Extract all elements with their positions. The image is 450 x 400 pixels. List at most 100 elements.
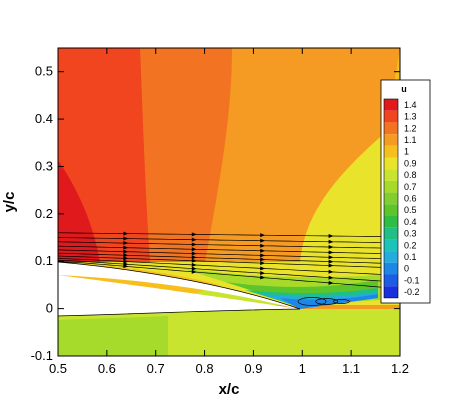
y-tick-label: 0.3 [35,158,53,173]
streamline-arrow [260,238,266,243]
streamline-arrow [260,248,266,253]
legend-level-label: 0.3 [404,229,417,239]
legend-swatch [384,227,398,240]
streamline-arrow [191,232,197,237]
legend-level-label: 1.2 [404,123,417,133]
legend-swatch [384,134,398,146]
x-tick-label: 1 [299,361,306,376]
streamline [58,237,400,244]
streamline-arrow [328,245,334,250]
legend-bar-frame [383,98,399,299]
legend-swatch [384,239,398,252]
streamline-arrow [328,233,334,238]
legend-level-label: 1.4 [404,100,417,110]
y-tick-label: 0.2 [35,206,53,221]
x-axis-ticks: 0.5 0.6 0.7 0.8 0.9 1 1.1 1.2 [49,48,409,376]
legend-level-label: 0.9 [404,158,417,168]
x-tick-label: 1.2 [391,361,409,376]
streamline-arrow [191,251,197,256]
legend-level-label: -0.1 [404,275,420,285]
x-tick-label: 0.9 [244,361,262,376]
legend-level-label: 1.1 [404,135,417,145]
legend-swatch [384,216,398,228]
y-tick-label: 0 [46,301,53,316]
legend-swatch [384,110,398,123]
legend-swatch [384,251,398,263]
recirculation-streamline [297,297,327,306]
streamline [58,255,400,269]
legend-swatch [384,180,398,193]
y-tick-label: 0.5 [35,64,53,79]
legend-swatch [384,169,398,181]
streamline-arrow [123,249,129,254]
legend-swatch [384,286,398,298]
streamline-arrow [328,239,334,244]
streamline-arrow [191,242,197,247]
x-axis-label: x/c [219,381,240,398]
streamline-arrow [191,269,197,274]
streamline-arrow [191,258,197,263]
legend-level-label: 1 [404,147,409,157]
streamline-arrow [123,245,129,250]
legend-level-label: 0.5 [404,205,417,215]
streamline-arrow [191,237,197,242]
y-axis-label: y/c [1,192,18,213]
x-tick-label: 0.5 [49,361,67,376]
legend-level-label: 0.2 [404,240,417,250]
legend-title: u [401,84,407,94]
legend-swatch [384,274,398,287]
streamline-arrow [191,255,197,260]
recirculation-streamline [315,298,339,305]
streamline [58,232,400,238]
legend-level-label: 0.8 [404,170,417,180]
legend-swatch [384,122,398,135]
streamline-arrow [260,253,266,258]
streamline [58,261,400,290]
streamline-arrow [328,250,334,255]
legend-level-label: -0.2 [404,287,420,297]
y-tick-label: 0.1 [35,253,53,268]
streamline-arrow [260,275,266,280]
streamline-arrow [191,262,197,267]
y-tick-label: 0.4 [35,111,53,126]
legend-swatch [384,192,398,205]
streamline-arrow [123,231,129,236]
streamline-arrow [260,233,266,238]
streamline-arrow [123,256,129,261]
streamline [58,241,400,249]
streamline [58,259,400,283]
streamline-arrow [123,264,129,269]
y-axis-ticks: -0.1 0 0.1 0.2 0.3 0.4 0.5 [31,64,400,363]
streamline-arrow [191,266,197,271]
streamline-arrow [260,257,266,262]
streamline-arrow [123,241,129,246]
legend-level-label: 0.4 [404,217,417,227]
streamline-arrow [123,236,129,241]
recirculation-streamline [333,299,350,304]
legend-swatch [384,262,398,275]
streamline [58,245,400,255]
streamline-arrow [260,266,266,271]
legend-level-label: 0.6 [404,193,417,203]
streamline-arrow [191,247,197,252]
legend-level-label: 0 [404,264,409,274]
streamline-arrow [328,269,334,274]
streamline [58,252,400,265]
streamline-arrow [328,263,334,268]
streamline [58,249,400,260]
legend-level-label: 0.7 [404,182,417,192]
x-tick-label: 1.1 [342,361,360,376]
y-tick-label: -0.1 [31,348,53,363]
streamline-arrow [123,253,129,258]
color-legend: u 1.4 1.31.2 1.1 10.9 0.8 0.70.6 0.5 0.4 0.30.2 0… [380,79,431,304]
contour-field [58,48,400,356]
streamline-arrow [328,275,334,280]
streamline-arrow [260,243,266,248]
streamlines [58,231,400,306]
streamline-arrow [123,259,129,264]
legend-swatch [384,157,398,170]
legend-level-label: 0.1 [404,252,417,262]
x-tick-label: 0.7 [147,361,165,376]
legend-swatch [384,99,398,111]
